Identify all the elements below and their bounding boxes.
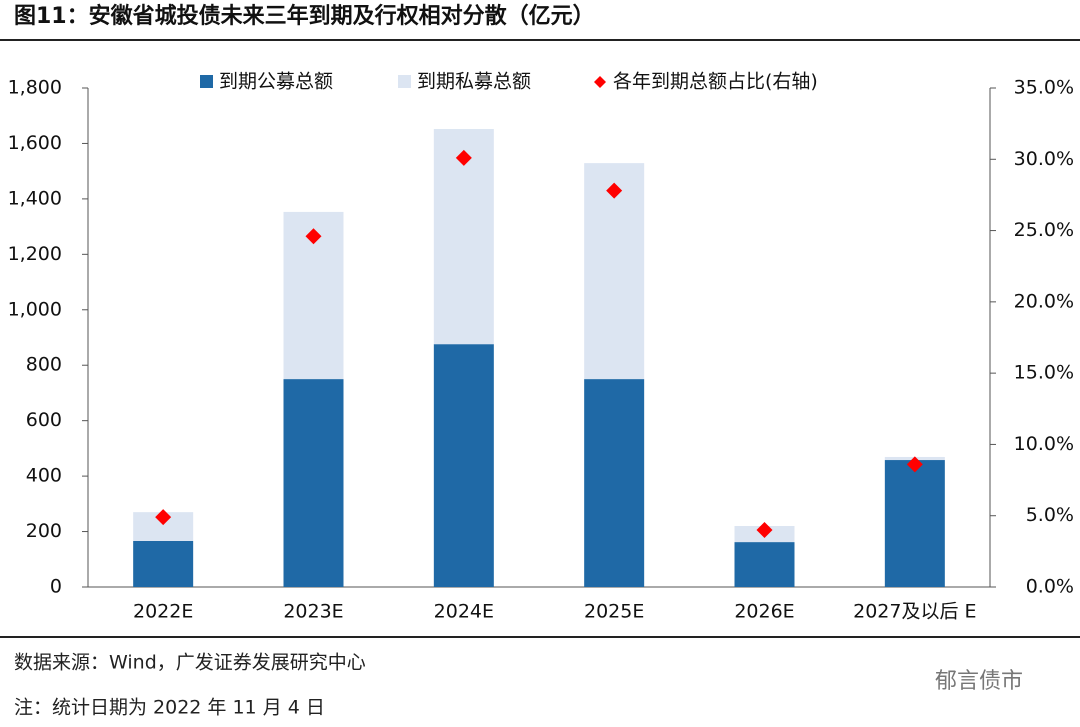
y2-tick-label: 35.0% (1014, 77, 1074, 99)
bar (584, 379, 645, 587)
bar (884, 460, 945, 587)
x-tick-label: 2026E (734, 601, 794, 623)
y-tick-label: 1,400 (8, 187, 62, 209)
y-tick-label: 1,800 (8, 77, 62, 99)
legend-marker (594, 76, 606, 88)
y-tick-label: 1,200 (8, 243, 62, 265)
x-tick-label: 2024E (434, 601, 494, 623)
y2-tick-label: 0.0% (1026, 576, 1074, 598)
x-tick-label: 2025E (584, 601, 644, 623)
y-tick-label: 200 (26, 520, 62, 542)
y-tick-label: 0 (50, 576, 62, 598)
y2-tick-label: 25.0% (1014, 219, 1074, 241)
bar (433, 344, 494, 587)
point (906, 456, 923, 473)
x-tick-label: 2022E (133, 601, 193, 623)
y-tick-label: 1,600 (8, 132, 62, 154)
bar (584, 163, 645, 380)
watermark: 郁言债市 (935, 669, 1023, 694)
y2-tick-label: 15.0% (1014, 362, 1074, 384)
bar (734, 542, 795, 587)
point (756, 521, 773, 538)
y-tick-label: 800 (26, 354, 62, 376)
y-tick-label: 600 (26, 409, 62, 431)
x-tick-label: 2023E (283, 601, 343, 623)
point (155, 509, 172, 526)
legend-label: 各年到期总额占比(右轴) (613, 71, 818, 93)
point (455, 149, 472, 166)
y-tick-label: 1,000 (8, 298, 62, 320)
y2-tick-label: 20.0% (1014, 290, 1074, 312)
bar (283, 379, 344, 587)
legend-label: 到期公募总额 (219, 71, 333, 93)
x-tick-label: 2027及以后 E (853, 601, 976, 623)
point (606, 182, 623, 199)
point (305, 228, 322, 245)
legend-swatch (398, 75, 411, 88)
note: 注：统计日期为 2022 年 11 月 4 日 (14, 697, 325, 719)
bar (133, 540, 194, 587)
y2-tick-label: 5.0% (1026, 504, 1074, 526)
legend-label: 到期私募总额 (417, 71, 531, 93)
y2-tick-label: 10.0% (1014, 433, 1074, 455)
chart-title: 图11：安徽省城投债未来三年到期及行权相对分散（亿元） (14, 3, 595, 29)
y-tick-label: 400 (26, 465, 62, 487)
y2-tick-label: 30.0% (1014, 148, 1074, 170)
legend-swatch (200, 75, 213, 88)
source: 数据来源：Wind，广发证券发展研究中心 (14, 652, 366, 674)
